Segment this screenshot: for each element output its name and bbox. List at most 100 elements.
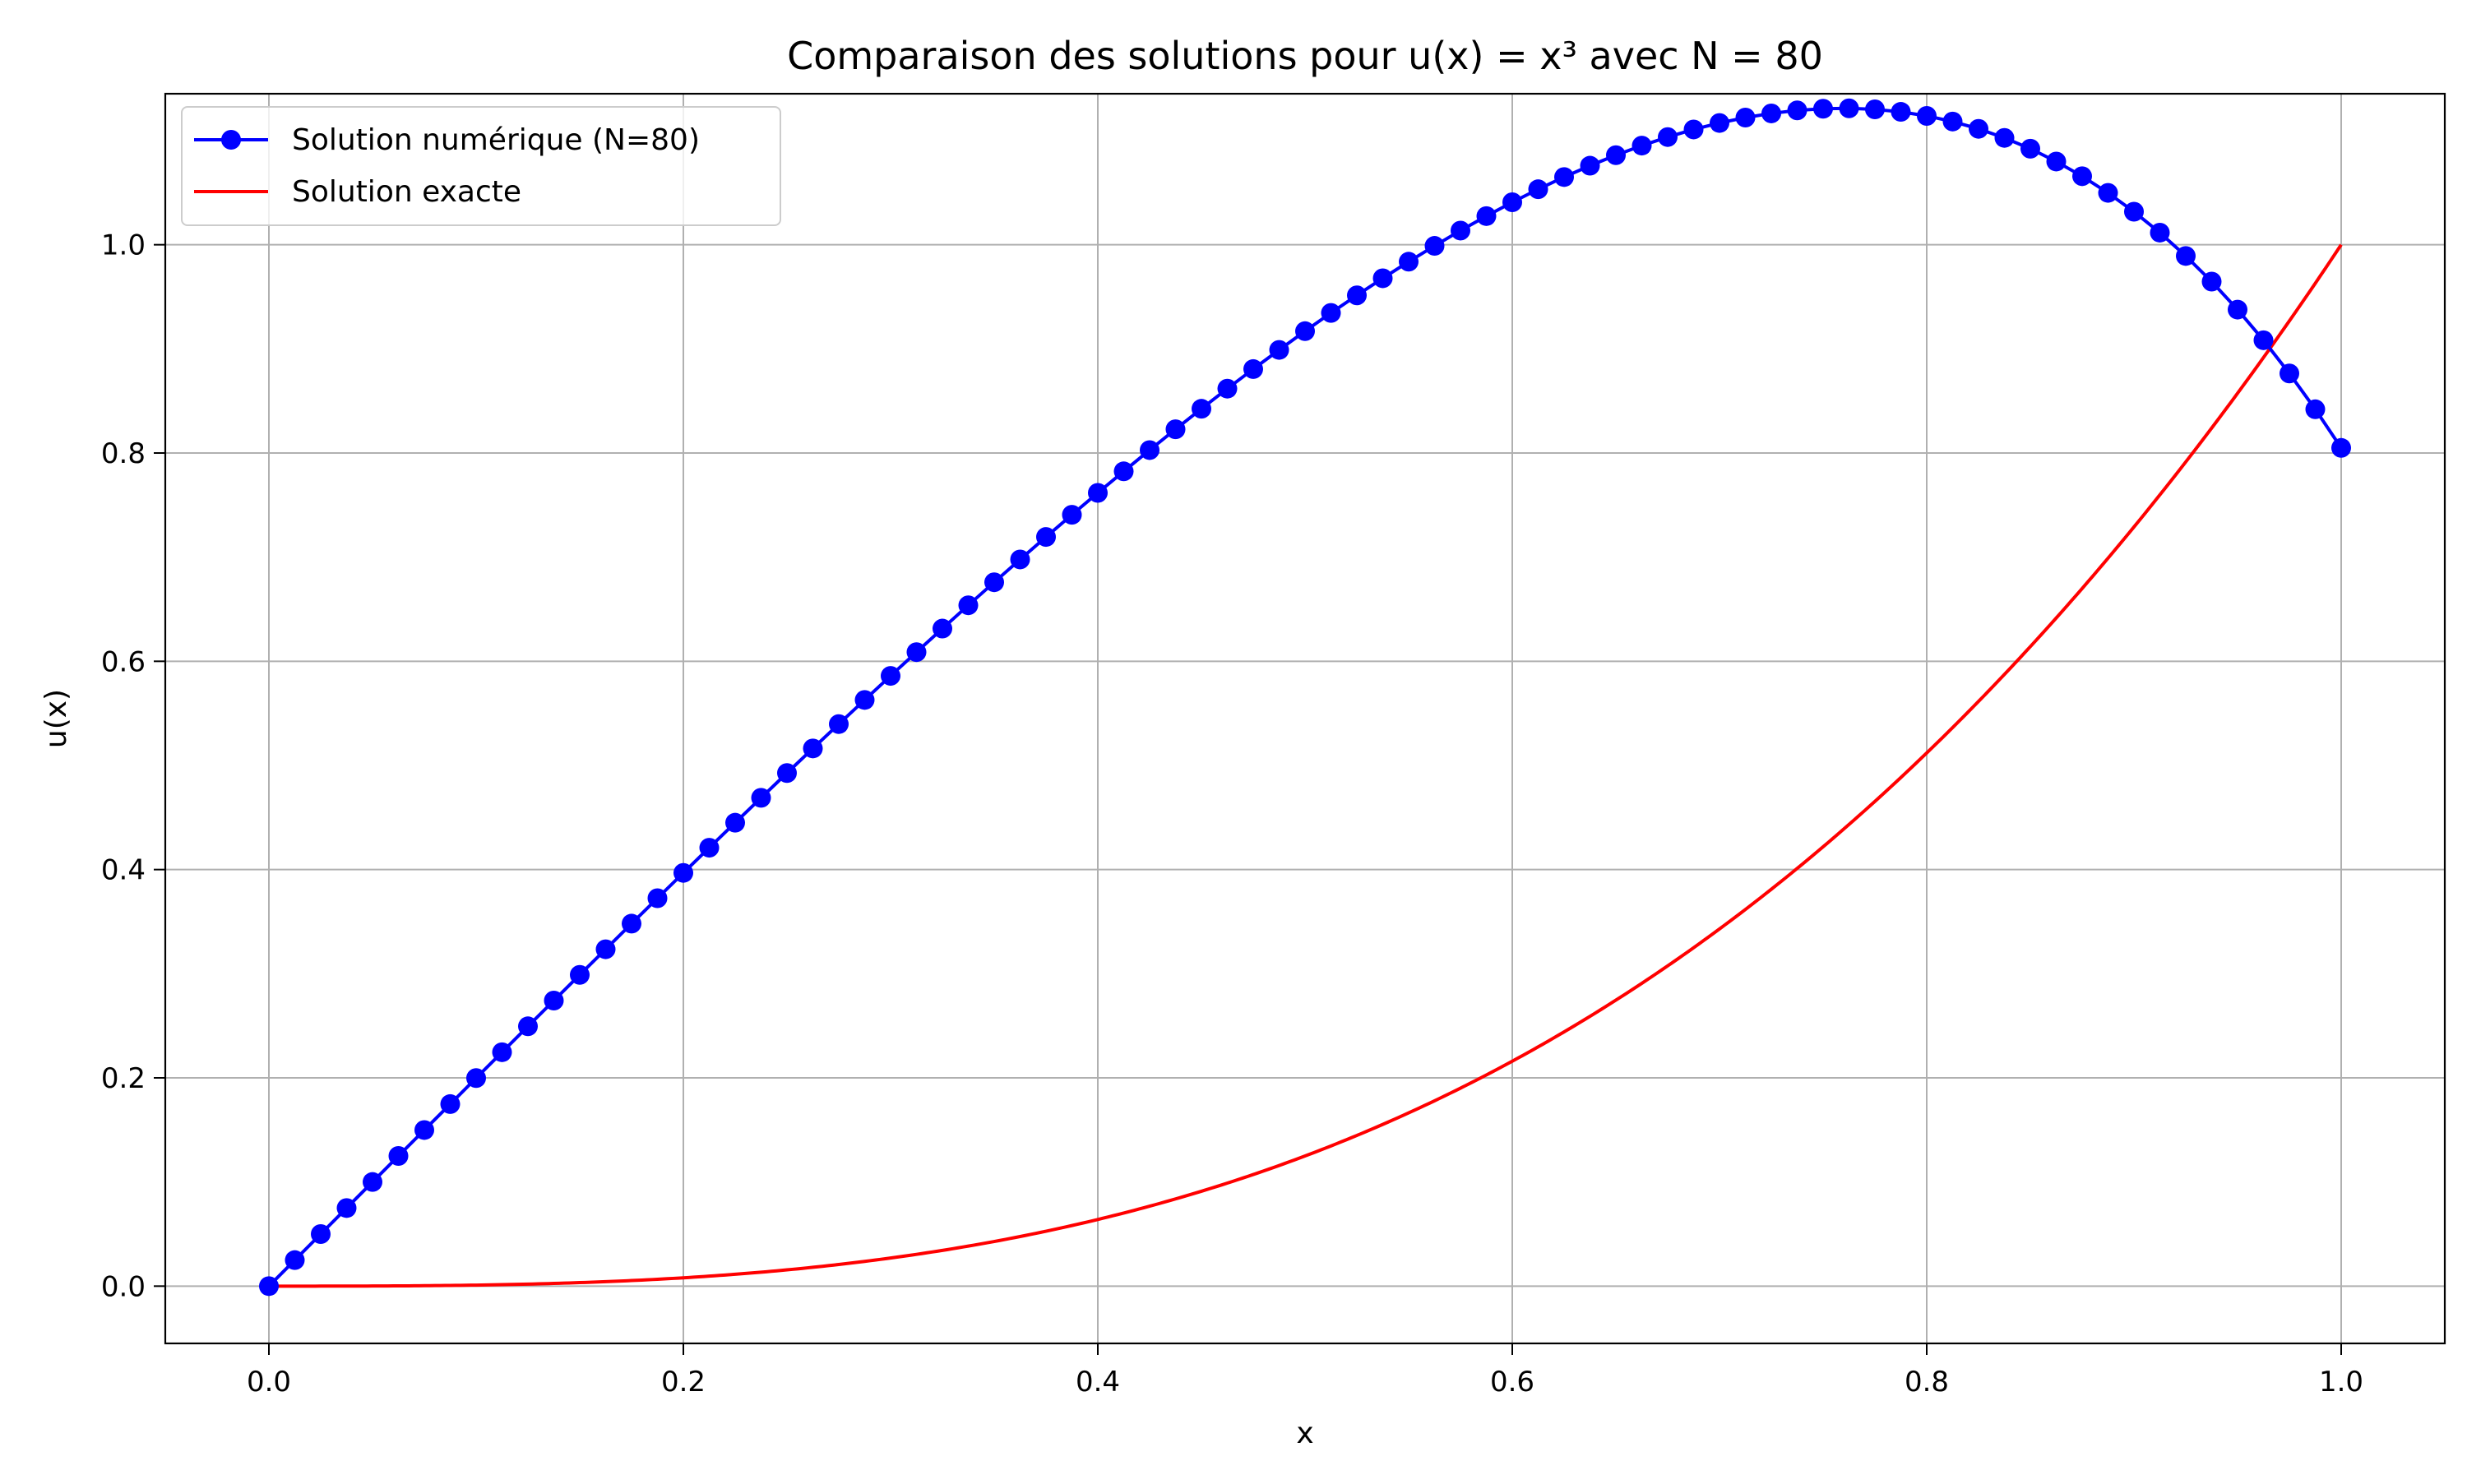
numerical-solution-point [2305, 399, 2326, 419]
x-tick-label: 0.2 [661, 1366, 706, 1398]
legend-label-exact: Solution exacte [292, 175, 521, 209]
legend-label-numerical: Solution numérique (N=80) [292, 123, 700, 157]
numerical-solution-point [1658, 127, 1678, 147]
numerical-solution-point [1580, 155, 1600, 176]
chart-title: Comparaison des solutions pour u(x) = x³… [787, 34, 1823, 78]
numerical-solution-point [1372, 268, 1393, 289]
numerical-solution-point [984, 572, 1004, 593]
y-tick-label: 0.6 [101, 645, 146, 678]
numerical-solution-point [2280, 363, 2299, 384]
numerical-solution-point [673, 862, 693, 883]
numerical-solution-point [1865, 99, 1885, 119]
numerical-solution-point [285, 1250, 305, 1270]
numerical-solution-point [933, 618, 952, 639]
numerical-solution-point [1813, 99, 1833, 119]
numerical-solution-point [1424, 236, 1445, 257]
numerical-solution-point [958, 595, 979, 616]
y-tick-label: 0.2 [101, 1062, 146, 1095]
numerical-solution-point [1347, 285, 1367, 306]
numerical-solution-point [336, 1198, 357, 1218]
numerical-solution-point [1942, 111, 1963, 132]
numerical-solution-point [492, 1042, 512, 1062]
numerical-solution-point [440, 1093, 461, 1114]
numerical-solution-point [2176, 246, 2196, 266]
numerical-solution-point [647, 888, 668, 908]
numerical-solution-point [803, 738, 823, 759]
axes-frame [164, 92, 2446, 1345]
numerical-solution-point [2201, 271, 2222, 292]
numerical-solution-point [1502, 192, 1522, 212]
x-tick-label: 0.4 [1076, 1366, 1120, 1398]
numerical-solution-point [1606, 145, 1626, 165]
numerical-solution-point [1528, 179, 1548, 200]
numerical-solution-point [1632, 136, 1652, 156]
numerical-solution-point [1891, 102, 1911, 123]
numerical-solution-point [363, 1172, 382, 1192]
y-axis-label: u(x) [39, 689, 73, 748]
numerical-solution-point [622, 913, 641, 934]
numerical-solution-point [906, 642, 927, 663]
numerical-solution-point [1062, 505, 1082, 525]
numerical-solution-point [1113, 461, 1134, 482]
numerical-solution-point [1710, 113, 1729, 133]
x-tick-label: 0.6 [1490, 1366, 1534, 1398]
numerical-solution-point [699, 838, 720, 858]
numerical-solution-point [388, 1146, 409, 1166]
numerical-solution-point [414, 1120, 434, 1140]
numerical-solution-point [1839, 98, 1859, 118]
numerical-solution-point [1451, 220, 1470, 241]
numerical-solution-point [1088, 483, 1108, 503]
numerical-solution-point [311, 1224, 331, 1244]
numerical-solution-point [1036, 527, 1056, 548]
numerical-solution-point [829, 714, 849, 734]
numerical-solution-point [2020, 138, 2040, 159]
y-tick-label: 0.4 [101, 854, 146, 887]
numerical-solution-point [1140, 440, 1159, 460]
numerical-solution-point [2098, 183, 2118, 203]
x-tick-label: 0.0 [247, 1366, 291, 1398]
numerical-solution-point [1217, 378, 1238, 399]
x-axis-label: x [1296, 1417, 1313, 1450]
numerical-solution-point [570, 964, 590, 985]
numerical-solution-point [1735, 108, 1756, 128]
numerical-solution-point [1192, 399, 1211, 419]
numerical-solution-point [1295, 321, 1315, 341]
numerical-solution-point [1683, 119, 1704, 140]
numerical-solution-point [751, 788, 771, 808]
numerical-solution-point [1399, 252, 1419, 272]
numerical-solution-point [1994, 127, 2015, 148]
numerical-solution-point [881, 666, 900, 687]
y-tick-label: 0.8 [101, 437, 146, 470]
numerical-solution-point [2150, 222, 2170, 243]
numerical-solution-point [1321, 303, 1341, 323]
numerical-solution-point [725, 812, 745, 833]
series-layer [259, 98, 2351, 1297]
numerical-solution-point [1269, 340, 1289, 360]
numerical-solution-point [1010, 549, 1030, 570]
x-tick-label: 1.0 [2319, 1366, 2363, 1398]
numerical-solution-point [2253, 330, 2274, 350]
numerical-solution-point [1761, 103, 1781, 123]
x-tick-label: 0.8 [1905, 1366, 1949, 1398]
numerical-solution-point [777, 763, 797, 784]
numerical-solution-point [2046, 151, 2067, 172]
y-tick-label: 1.0 [101, 229, 146, 262]
numerical-solution-point [518, 1016, 538, 1037]
legend: Solution numérique (N=80) Solution exact… [181, 106, 781, 226]
numerical-solution-point [595, 939, 616, 959]
exact-solution-line [269, 243, 2343, 1288]
numerical-solution-point [2124, 201, 2144, 222]
numerical-solution-point [1476, 206, 1497, 226]
numerical-solution-point [1165, 419, 1186, 440]
y-tick-label: 0.0 [101, 1270, 146, 1303]
grid-lines [165, 94, 2445, 1343]
numerical-solution-point [1917, 105, 1937, 126]
numerical-solution-point [1554, 167, 1574, 187]
numerical-solution-point [544, 991, 564, 1011]
numerical-solution-point [2072, 166, 2092, 187]
ticks: 0.0 0.2 0.4 0.6 0.8 1.0 0.0 0.2 0.4 0.6 0.8 1.0 [101, 229, 2363, 1398]
numerical-solution-point [1969, 118, 1988, 139]
